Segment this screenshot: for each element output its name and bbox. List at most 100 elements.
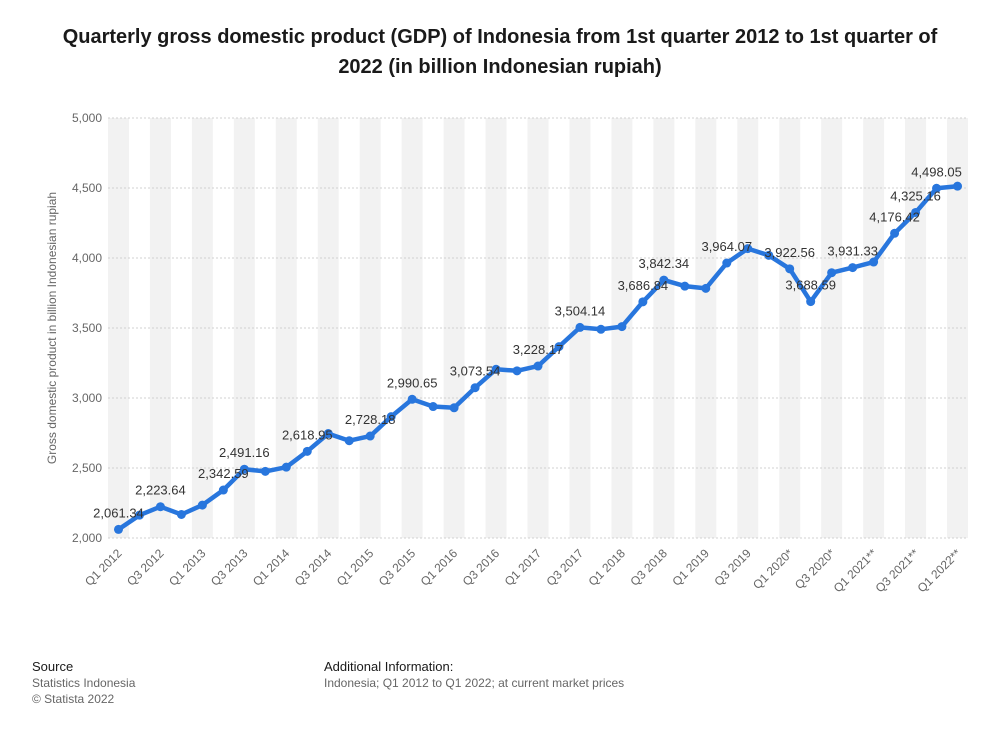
column-band	[821, 118, 843, 538]
data-point	[512, 366, 522, 376]
data-point	[743, 244, 753, 254]
chart-title: Quarterly gross domestic product (GDP) o…	[62, 26, 938, 78]
x-tick-label: Q1 2017	[502, 546, 545, 589]
data-point	[701, 283, 711, 293]
y-tick-label: 2,500	[72, 461, 102, 475]
data-point	[596, 324, 606, 334]
data-point	[659, 275, 669, 285]
data-label: 2,618.95	[282, 427, 333, 442]
data-label: 3,842.34	[639, 256, 690, 271]
x-tick-label: Q3 2016	[460, 546, 503, 589]
data-point	[302, 446, 312, 456]
source-line: Statistics Indonesia	[32, 676, 136, 690]
x-tick-label: Q1 2021**	[831, 546, 880, 595]
data-label: 3,964.07	[701, 239, 752, 254]
x-tick-label: Q3 2018	[628, 546, 671, 589]
y-tick-label: 2,000	[72, 531, 102, 545]
data-point	[197, 500, 207, 510]
data-point	[323, 429, 333, 439]
data-point	[785, 264, 795, 274]
y-tick-label: 3,000	[72, 391, 102, 405]
data-point	[932, 183, 942, 193]
data-label: 2,342.59	[198, 466, 249, 481]
data-point	[449, 403, 459, 413]
data-point	[953, 181, 963, 191]
data-label: 2,491.16	[219, 445, 270, 460]
x-tick-label: Q3 2015	[376, 546, 419, 589]
data-point	[764, 250, 774, 260]
data-label: 2,990.65	[387, 375, 438, 390]
x-tick-label: Q3 2021**	[873, 546, 922, 595]
source-block: Source Statistics Indonesia © Statista 2…	[32, 658, 135, 707]
data-label: 3,228.17	[513, 342, 564, 357]
data-point	[365, 431, 375, 441]
data-point	[428, 402, 438, 412]
x-tick-label: Q1 2016	[418, 546, 461, 589]
data-label: 3,688.59	[785, 278, 836, 293]
column-band	[443, 118, 465, 538]
data-label: 3,922.56	[764, 245, 815, 260]
y-axis-label: Gross domestic product in billion Indone…	[45, 192, 59, 464]
column-band	[737, 118, 759, 538]
x-tick-label: Q1 2015	[334, 546, 377, 589]
data-point	[176, 509, 186, 519]
data-point	[281, 462, 291, 472]
x-tick-label: Q1 2012	[82, 546, 125, 589]
copyright-line[interactable]: © Statista 2022	[32, 692, 115, 706]
data-point	[344, 436, 354, 446]
data-point	[260, 466, 270, 476]
additional-info-block: Additional Information: Indonesia; Q1 20…	[324, 658, 624, 691]
data-point	[617, 322, 627, 332]
data-point	[470, 383, 480, 393]
data-label: 4,498.05	[911, 164, 962, 179]
additional-info-text: Indonesia; Q1 2012 to Q1 2022; at curren…	[324, 676, 625, 690]
x-tick-label: Q3 2013	[208, 546, 251, 589]
data-point	[869, 257, 879, 267]
y-tick-label: 4,500	[72, 181, 102, 195]
data-label: 2,728.18	[345, 412, 396, 427]
data-label: 3,073.54	[450, 364, 501, 379]
data-point	[218, 485, 228, 495]
data-point	[407, 394, 417, 404]
x-tick-label: Q1 2014	[250, 546, 293, 589]
data-label: 3,504.14	[555, 303, 606, 318]
data-label: 2,061.34	[93, 505, 144, 520]
x-tick-label: Q1 2013	[166, 546, 209, 589]
y-tick-label: 5,000	[72, 111, 102, 125]
data-point	[680, 281, 690, 291]
column-band	[275, 118, 297, 538]
x-tick-label: Q3 2012	[124, 546, 167, 589]
x-tick-label: Q1 2018	[586, 546, 629, 589]
data-point	[848, 263, 858, 273]
x-tick-label: Q3 2014	[292, 546, 335, 589]
column-band	[653, 118, 675, 538]
column-band	[905, 118, 927, 538]
data-label: 2,223.64	[135, 483, 186, 498]
data-point	[575, 322, 585, 332]
data-point	[722, 258, 732, 268]
data-point	[134, 510, 144, 520]
column-band	[191, 118, 213, 538]
data-point	[827, 268, 837, 278]
data-point	[155, 502, 165, 512]
data-point	[554, 342, 564, 352]
data-point	[911, 207, 921, 217]
data-label: 3,686.84	[618, 278, 669, 293]
column-band	[108, 118, 129, 538]
data-point	[638, 297, 648, 307]
additional-info-heading: Additional Information:	[324, 659, 454, 674]
y-tick-label: 3,500	[72, 321, 102, 335]
data-point	[113, 524, 123, 534]
x-tick-label: Q1 2020*	[750, 546, 796, 592]
data-label: 4,325.16	[890, 188, 941, 203]
data-point	[806, 297, 816, 307]
data-label: 4,176.42	[869, 209, 920, 224]
x-tick-label: Q3 2017	[544, 546, 587, 589]
data-point	[533, 361, 543, 371]
data-label: 3,931.33	[827, 244, 878, 259]
y-tick-label: 4,000	[72, 251, 102, 265]
data-point	[890, 228, 900, 238]
source-heading: Source	[32, 659, 74, 674]
data-point	[491, 364, 501, 374]
